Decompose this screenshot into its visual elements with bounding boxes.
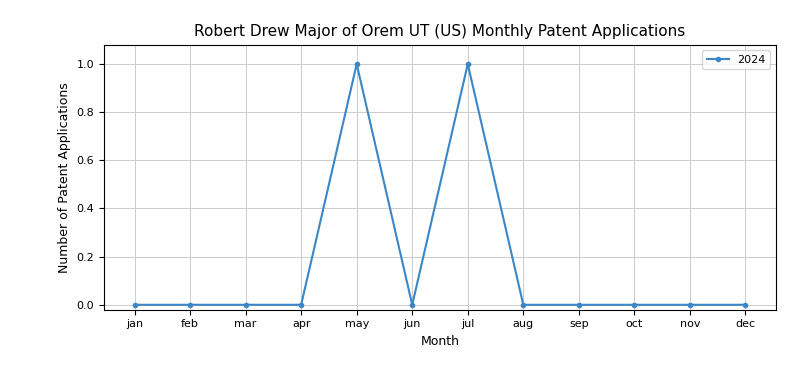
Y-axis label: Number of Patent Applications: Number of Patent Applications: [58, 82, 71, 273]
Legend: 2024: 2024: [702, 50, 770, 69]
2024: [130, 303, 139, 307]
2024: [574, 303, 584, 307]
2024: [352, 62, 362, 66]
2024: [463, 62, 473, 66]
2024: [241, 303, 250, 307]
Line: 2024: 2024: [133, 62, 747, 307]
2024: [685, 303, 694, 307]
2024: [741, 303, 750, 307]
2024: [630, 303, 639, 307]
2024: [518, 303, 528, 307]
Title: Robert Drew Major of Orem UT (US) Monthly Patent Applications: Robert Drew Major of Orem UT (US) Monthl…: [194, 24, 686, 40]
2024: [296, 303, 306, 307]
X-axis label: Month: Month: [421, 335, 459, 348]
2024: [407, 303, 417, 307]
2024: [186, 303, 195, 307]
